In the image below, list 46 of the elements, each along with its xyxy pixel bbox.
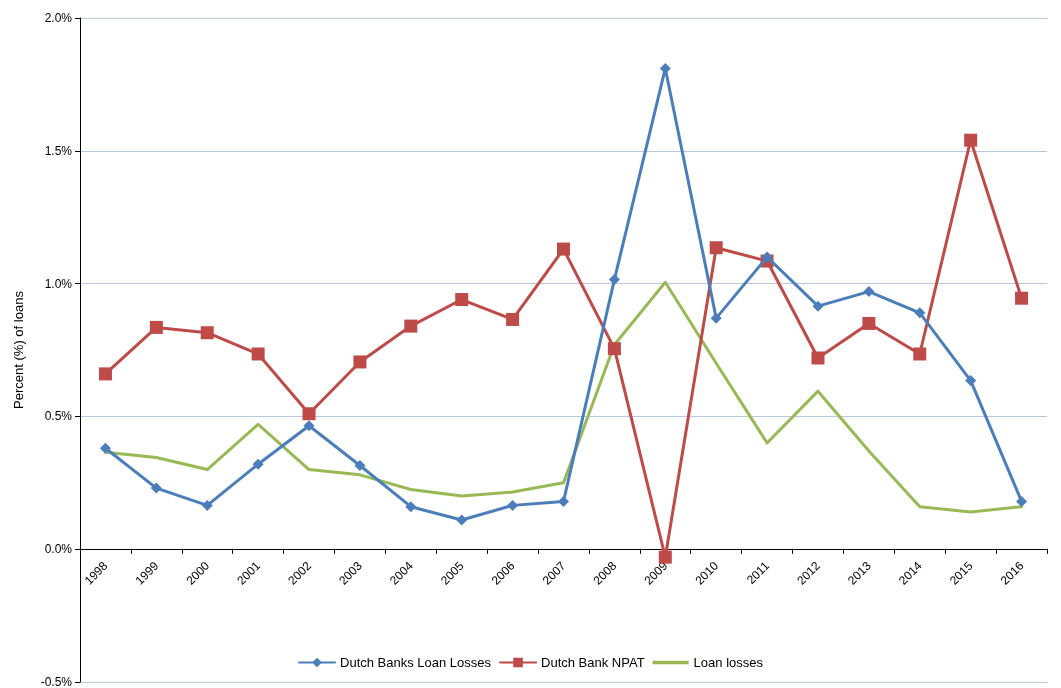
point: [303, 420, 315, 432]
point: [863, 286, 875, 298]
point: [1016, 495, 1028, 507]
point: [862, 316, 876, 330]
y-tick-label: 1.5%: [44, 143, 73, 158]
point: [965, 375, 977, 387]
point: [150, 482, 162, 494]
point: [251, 347, 265, 361]
point: [149, 320, 163, 334]
point: [710, 312, 722, 324]
y-axis-title: Percent (%) of loans: [11, 290, 26, 409]
point: [252, 458, 264, 470]
point: [354, 460, 366, 472]
point: [353, 355, 367, 369]
point: [455, 293, 469, 307]
point: [506, 312, 520, 326]
legend-label: Loan losses: [693, 655, 764, 670]
point: [98, 367, 112, 381]
point: [507, 499, 519, 511]
point: [607, 342, 621, 356]
point: [201, 499, 213, 511]
point: [302, 407, 316, 421]
point: [811, 351, 825, 365]
y-tick-label: 0.5%: [44, 409, 73, 424]
y-tick-label: 2.0%: [44, 11, 73, 25]
point: [558, 495, 569, 507]
point: [456, 514, 468, 526]
point: [405, 501, 417, 513]
point: [557, 242, 570, 256]
point: [914, 307, 926, 319]
point: [658, 550, 672, 564]
point: [200, 326, 214, 340]
point: [608, 274, 620, 286]
y-tick-label: -0.5%: [40, 675, 73, 688]
point: [709, 241, 723, 255]
point: [964, 133, 978, 147]
point: [99, 442, 111, 454]
legend-label: Dutch Banks Loan Losses: [340, 655, 492, 670]
y-tick-label: 0.0%: [44, 542, 73, 557]
y-tick-label: 1.0%: [44, 276, 73, 291]
legend-label: Dutch Bank NPAT: [541, 655, 645, 670]
point: [812, 300, 824, 312]
point: [761, 251, 773, 263]
point: [1015, 291, 1029, 305]
point: [913, 347, 927, 361]
point: [404, 319, 418, 333]
